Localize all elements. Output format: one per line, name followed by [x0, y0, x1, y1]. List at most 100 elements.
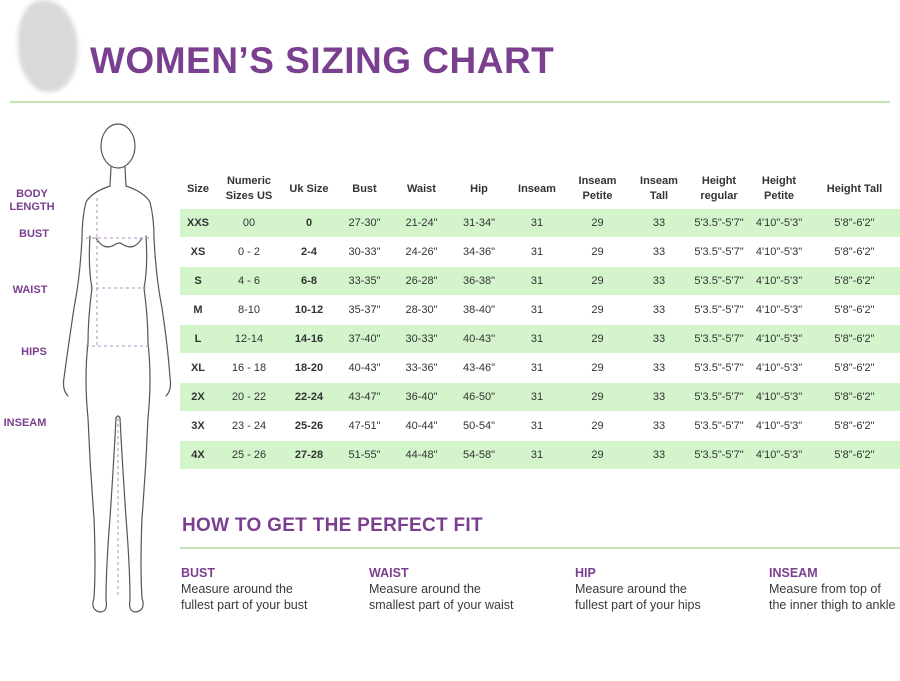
table-cell: 2-4 — [282, 237, 336, 267]
table-row: 4X 25 - 26 27-28 51-55" 44-48" 54-58" 31 29 33 5'… — [180, 440, 900, 469]
table-cell: 33 — [629, 411, 689, 441]
table-cell: 27-28 — [282, 440, 336, 469]
header-inseam-petite: Inseam Petite — [578, 175, 617, 202]
table-cell: 3X — [180, 411, 216, 441]
table-cell: 4'10"-5'3" — [749, 266, 809, 296]
table-cell: 5'3.5"-5'7" — [689, 266, 749, 296]
table-cell: 8-10 — [216, 295, 282, 325]
table-row: L 12-14 14-16 37-40" 30-33" 40-43" 31 29 33 5'3.5… — [180, 324, 900, 354]
label-body-length: BODY LENGTH — [9, 188, 55, 213]
label-hips: HIPS — [21, 346, 47, 358]
table-cell: 43-46" — [450, 353, 508, 383]
table-cell: 37-40" — [336, 324, 393, 354]
table-cell: 29 — [566, 266, 629, 296]
header-height-petite: Height Petite — [761, 175, 797, 202]
table-cell: 4'10"-5'3" — [749, 237, 809, 267]
table-cell: 36-40" — [393, 382, 450, 412]
table-cell: 31-34" — [450, 208, 508, 238]
header-numeric-us: Numeric Sizes US — [225, 175, 273, 202]
table-cell: 6-8 — [282, 266, 336, 296]
fit-tip-bust: BUST Measure around the fullest part of … — [181, 565, 307, 613]
table-cell: 29 — [566, 208, 629, 238]
label-inseam: INSEAM — [3, 417, 47, 429]
table-cell: 4'10"-5'3" — [749, 353, 809, 383]
table-cell: 5'8"-6'2" — [809, 324, 900, 354]
fit-tip-text: Measure around the — [369, 582, 481, 596]
table-cell: 4'10"-5'3" — [749, 324, 809, 354]
table-cell: 10-12 — [282, 295, 336, 325]
table-cell: 28-30" — [393, 295, 450, 325]
table-cell: 5'8"-6'2" — [809, 382, 900, 412]
table-cell: 25-26 — [282, 411, 336, 441]
table-cell: 5'8"-6'2" — [809, 440, 900, 469]
table-cell: 12-14 — [216, 324, 282, 354]
table-cell: 31 — [508, 324, 566, 354]
table-cell: 40-44" — [393, 411, 450, 441]
table-cell: 5'3.5"-5'7" — [689, 237, 749, 267]
table-cell: 31 — [508, 208, 566, 238]
table-cell: 5'3.5"-5'7" — [689, 208, 749, 238]
table-cell: 0 — [282, 208, 336, 238]
table-cell: 5'8"-6'2" — [809, 266, 900, 296]
table-cell: 47-51" — [336, 411, 393, 441]
table-cell: 5'8"-6'2" — [809, 411, 900, 441]
table-cell: 31 — [508, 237, 566, 267]
table-cell: 43-47" — [336, 382, 393, 412]
header-waist: Waist — [407, 182, 436, 195]
table-cell: 38-40" — [450, 295, 508, 325]
table-cell: 5'8"-6'2" — [809, 237, 900, 267]
table-cell: 33 — [629, 353, 689, 383]
table-cell: 29 — [566, 353, 629, 383]
table-cell: 4'10"-5'3" — [749, 208, 809, 238]
fit-tip-heading: INSEAM — [769, 566, 818, 580]
table-cell: S — [180, 266, 216, 296]
table-cell: 14-16 — [282, 324, 336, 354]
table-cell: 31 — [508, 353, 566, 383]
table-cell: 5'3.5"-5'7" — [689, 324, 749, 354]
table-cell: 5'8"-6'2" — [809, 353, 900, 383]
table-cell: 26-28" — [393, 266, 450, 296]
table-cell: 50-54" — [450, 411, 508, 441]
header-height-tall: Height Tall — [826, 182, 883, 195]
table-cell: M — [180, 295, 216, 325]
table-cell: 29 — [566, 237, 629, 267]
header-size: Size — [186, 182, 209, 195]
table-cell: 00 — [216, 208, 282, 238]
table-header-row: Size Numeric Sizes US Uk Size Bust Waist… — [180, 170, 900, 209]
table-cell: 18-20 — [282, 353, 336, 383]
table-cell: 5'8"-6'2" — [809, 295, 900, 325]
table-cell: 22-24 — [282, 382, 336, 412]
table-cell: 33 — [629, 208, 689, 238]
table-cell: 4'10"-5'3" — [749, 440, 809, 469]
header-inseam-tall: Inseam Tall — [640, 175, 678, 202]
table-cell: 4X — [180, 440, 216, 469]
table-cell: 23 - 24 — [216, 411, 282, 441]
table-cell: 4 - 6 — [216, 266, 282, 296]
table-cell: 2X — [180, 382, 216, 412]
fit-tip-heading: HIP — [575, 566, 596, 580]
header-uk-size: Uk Size — [289, 182, 329, 195]
fit-tip-hip: HIP Measure around the fullest part of y… — [575, 565, 701, 613]
fit-divider — [180, 547, 900, 549]
table-cell: 20 - 22 — [216, 382, 282, 412]
table-cell: 31 — [508, 382, 566, 412]
fit-tip-text: fullest part of your hips — [575, 598, 701, 612]
table-cell: 35-37" — [336, 295, 393, 325]
table-cell: 5'3.5"-5'7" — [689, 382, 749, 412]
table-row: M 8-10 10-12 35-37" 28-30" 38-40" 31 29 33 5'3.5"… — [180, 295, 900, 325]
table-cell: 4'10"-5'3" — [749, 411, 809, 441]
table-cell: 51-55" — [336, 440, 393, 469]
table-cell: 27-30" — [336, 208, 393, 238]
fit-tip-text: smallest part of your waist — [369, 598, 514, 612]
table-row: 3X 23 - 24 25-26 47-51" 40-44" 50-54" 31 29 33 5'… — [180, 411, 900, 441]
table-row: XXS 00 0 27-30" 21-24" 31-34" 31 29 33 5'3.5"-5'7… — [180, 208, 900, 238]
table-cell: 29 — [566, 295, 629, 325]
table-cell: 5'3.5"-5'7" — [689, 440, 749, 469]
table-cell: 31 — [508, 295, 566, 325]
fit-tip-text: fullest part of your bust — [181, 598, 308, 612]
table-cell: 30-33" — [393, 324, 450, 354]
table-cell: 33 — [629, 382, 689, 412]
table-cell: 33 — [629, 266, 689, 296]
table-cell: 25 - 26 — [216, 440, 282, 469]
